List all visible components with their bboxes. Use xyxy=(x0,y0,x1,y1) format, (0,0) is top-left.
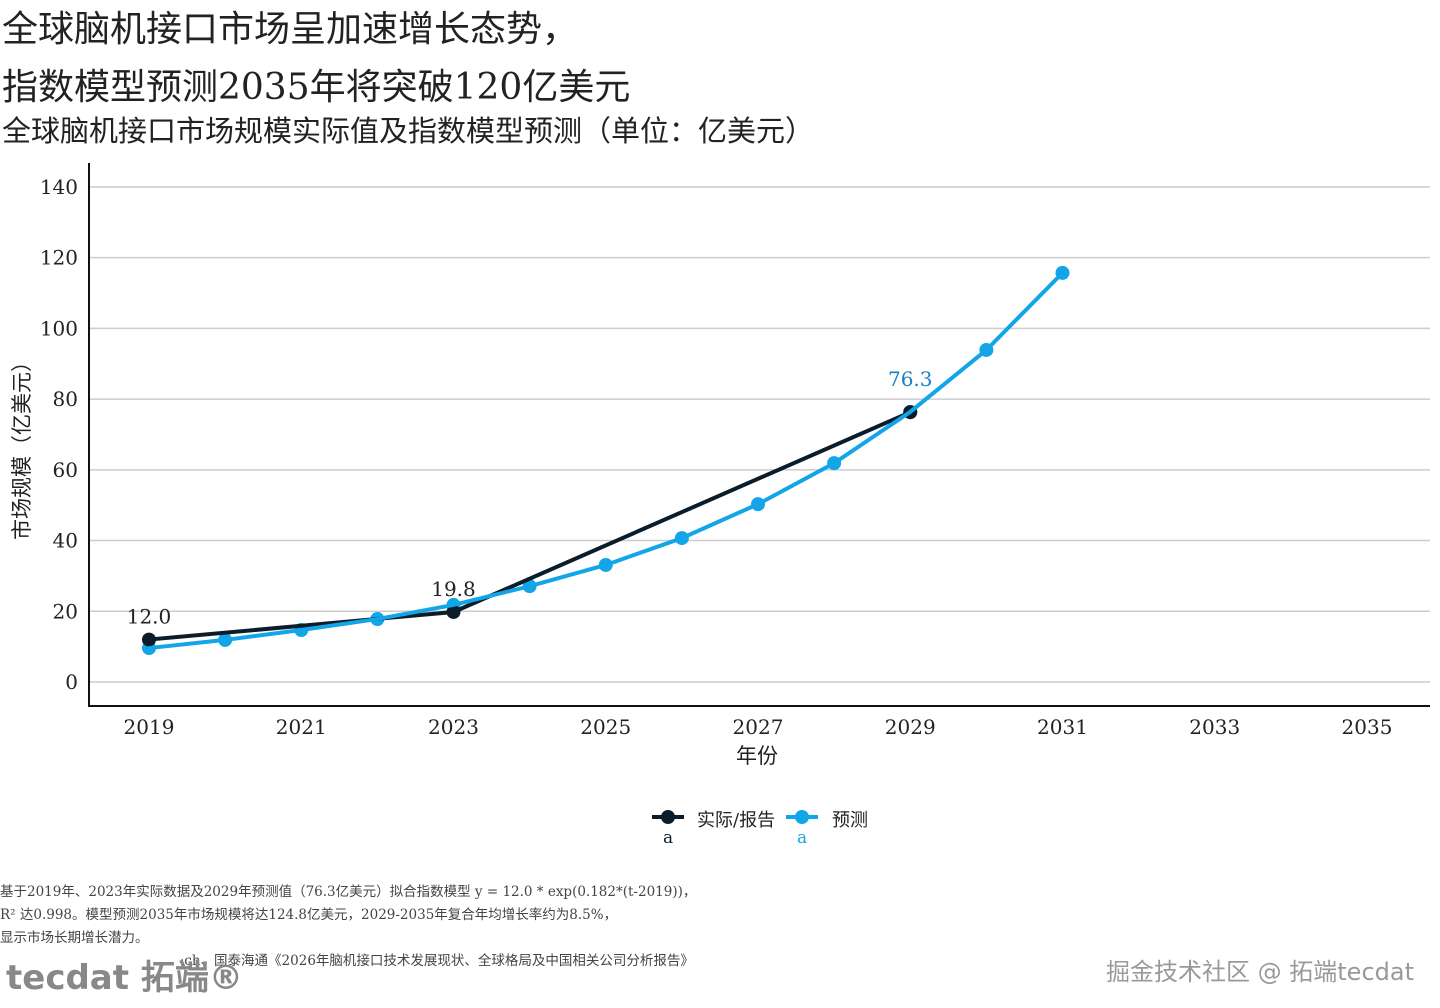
x-tick-label: 2029 xyxy=(885,715,936,739)
x-tick-label: 2021 xyxy=(276,715,327,739)
legend-forecast-label: 预测 xyxy=(832,810,868,831)
footnote: 显示市场长期增长潜力。 xyxy=(0,930,149,946)
chart-title-line2: 指数模型预测2035年将突破120亿美元 xyxy=(2,67,631,108)
x-tick-label: 2023 xyxy=(428,715,479,739)
y-tick-label: 100 xyxy=(40,316,78,340)
legend-mark-a: a xyxy=(663,828,674,848)
legend-marker xyxy=(661,810,675,824)
x-tick-label: 2031 xyxy=(1037,715,1088,739)
y-axis-label: 市场规模（亿美元） xyxy=(10,351,34,540)
x-tick-label: 2027 xyxy=(733,715,784,739)
series-line-1 xyxy=(148,271,1064,651)
y-tick-label: 20 xyxy=(53,599,78,623)
y-tick-label: 120 xyxy=(40,246,78,270)
tecdat-logo: tecdat 拓端® xyxy=(6,958,243,998)
series-line-0 xyxy=(148,410,912,642)
x-tick-label: 2019 xyxy=(124,715,175,739)
chart-title: 全球脑机接口市场呈加速增长态势， xyxy=(2,9,579,50)
y-tick-label: 140 xyxy=(40,175,78,199)
y-tick-label: 60 xyxy=(53,458,78,482)
data-label: 19.8 xyxy=(431,577,476,601)
footnote: 基于2019年、2023年实际数据及2029年预测值（76.3亿美元）拟合指数模… xyxy=(0,884,697,900)
y-tick-label: 40 xyxy=(53,529,78,553)
chart-subtitle: 全球脑机接口市场规模实际值及指数模型预测（单位：亿美元） xyxy=(2,114,815,148)
data-label: 76.3 xyxy=(888,367,933,391)
x-tick-label: 2025 xyxy=(580,715,631,739)
watermark: 掘金技术社区 @ 拓端tecdat xyxy=(1106,958,1414,986)
data-label: 12.0 xyxy=(127,605,172,629)
x-axis-label: 年份 xyxy=(736,744,778,768)
x-tick-label: 2035 xyxy=(1342,715,1393,739)
y-tick-label: 80 xyxy=(53,387,78,411)
legend-actual-label: 实际/报告 xyxy=(697,810,776,831)
data-point xyxy=(142,632,156,647)
footnote: R² 达0.998。模型预测2035年市场规模将达124.8亿美元，2029-2… xyxy=(0,907,618,923)
source-note: ·ch、国泰海通《2026年脑机接口技术发展现状、全球格局及中国相关公司分析报告… xyxy=(180,953,694,969)
x-tick-label: 2033 xyxy=(1189,715,1240,739)
legend-marker xyxy=(795,810,809,824)
data-point xyxy=(446,604,461,619)
y-tick-label: 0 xyxy=(65,670,78,694)
legend-mark-a: a xyxy=(797,828,808,848)
